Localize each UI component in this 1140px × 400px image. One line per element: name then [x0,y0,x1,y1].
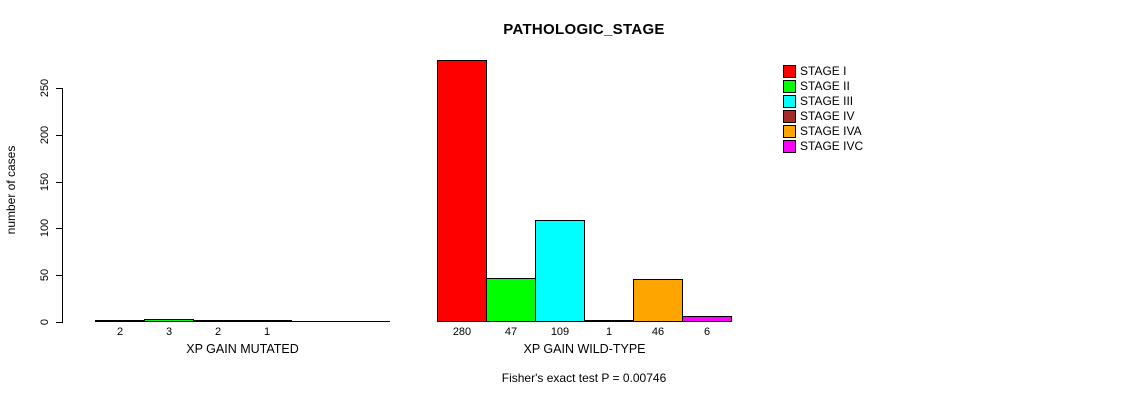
legend-swatch-stage-iv [783,110,796,123]
bar-stage-ii-xp-gain-wild-type [486,278,536,322]
y-tick-mark [56,228,62,230]
legend-swatch-stage-ivc [783,140,796,153]
legend-entry-stage-ivc: STAGE IVC [783,139,863,154]
y-tick-mark [56,322,62,323]
y-axis-line [62,88,63,323]
bar-count-label: 3 [165,326,173,338]
bar-stage-iii-xp-gain-wild-type [535,220,585,322]
y-tick-label: 200 [39,125,51,144]
bar-stage-ivc-xp-gain-mutated [340,321,390,322]
legend-label-stage-iv: STAGE IV [800,109,855,123]
y-axis-label: number of cases [4,145,18,235]
legend-label-stage-ivc: STAGE IVC [800,139,864,153]
group-label-xp-gain-mutated: XP GAIN MUTATED [186,342,299,356]
bar-stage-iva-xp-gain-wild-type [633,279,683,322]
legend: STAGE I STAGE II STAGE III STAGE IV STAGE IV… [783,64,863,154]
legend-label-stage-i: STAGE I [800,64,847,78]
bar-stage-iv-xp-gain-mutated [242,320,292,322]
legend-label-stage-ii: STAGE II [800,79,850,93]
chart-title: PATHOLOGIC_STAGE [503,21,665,38]
y-tick-mark [56,275,62,277]
bar-count-label: 2 [214,326,222,338]
legend-entry-stage-ii: STAGE II [783,79,863,94]
bar-count-label: 280 [452,326,472,338]
legend-entry-stage-i: STAGE I [783,64,863,79]
bar-stage-ii-xp-gain-mutated [144,319,194,322]
fisher-test-note: Fisher's exact test P = 0.00746 [501,371,667,385]
bar-stage-iii-xp-gain-mutated [193,320,243,322]
legend-swatch-stage-i [783,65,796,78]
bar-count-label: 47 [504,326,518,338]
legend-label-stage-iva: STAGE IVA [800,124,862,138]
y-tick-label: 250 [39,78,51,98]
y-tick-label: 50 [39,269,51,282]
bar-stage-iv-xp-gain-wild-type [584,320,634,322]
bar-count-label: 2 [116,326,124,338]
bar-count-label: 46 [651,326,665,338]
legend-swatch-stage-iii [783,95,796,108]
group-label-xp-gain-wild-type: XP GAIN WILD-TYPE [523,342,646,356]
legend-entry-stage-iv: STAGE IV [783,109,863,124]
bar-count-label: 1 [263,326,271,338]
y-tick-mark [56,134,62,136]
bar-stage-i-xp-gain-wild-type [437,60,487,322]
bar-count-label: 6 [703,326,711,338]
bar-stage-i-xp-gain-mutated [95,320,145,322]
y-tick-label: 100 [39,219,51,238]
legend-swatch-stage-ii [783,80,796,93]
bar-stage-iva-xp-gain-mutated [291,321,341,322]
legend-entry-stage-iva: STAGE IVA [783,124,863,139]
y-tick-mark [56,88,62,89]
legend-entry-stage-iii: STAGE III [783,94,863,109]
legend-swatch-stage-iva [783,125,796,138]
legend-label-stage-iii: STAGE III [800,94,854,108]
bar-count-label: 109 [550,326,570,338]
y-tick-mark [56,181,62,183]
bar-count-label: 1 [605,326,613,338]
y-tick-label: 0 [39,318,51,326]
y-tick-label: 150 [39,172,51,191]
bar-stage-ivc-xp-gain-wild-type [682,316,732,322]
